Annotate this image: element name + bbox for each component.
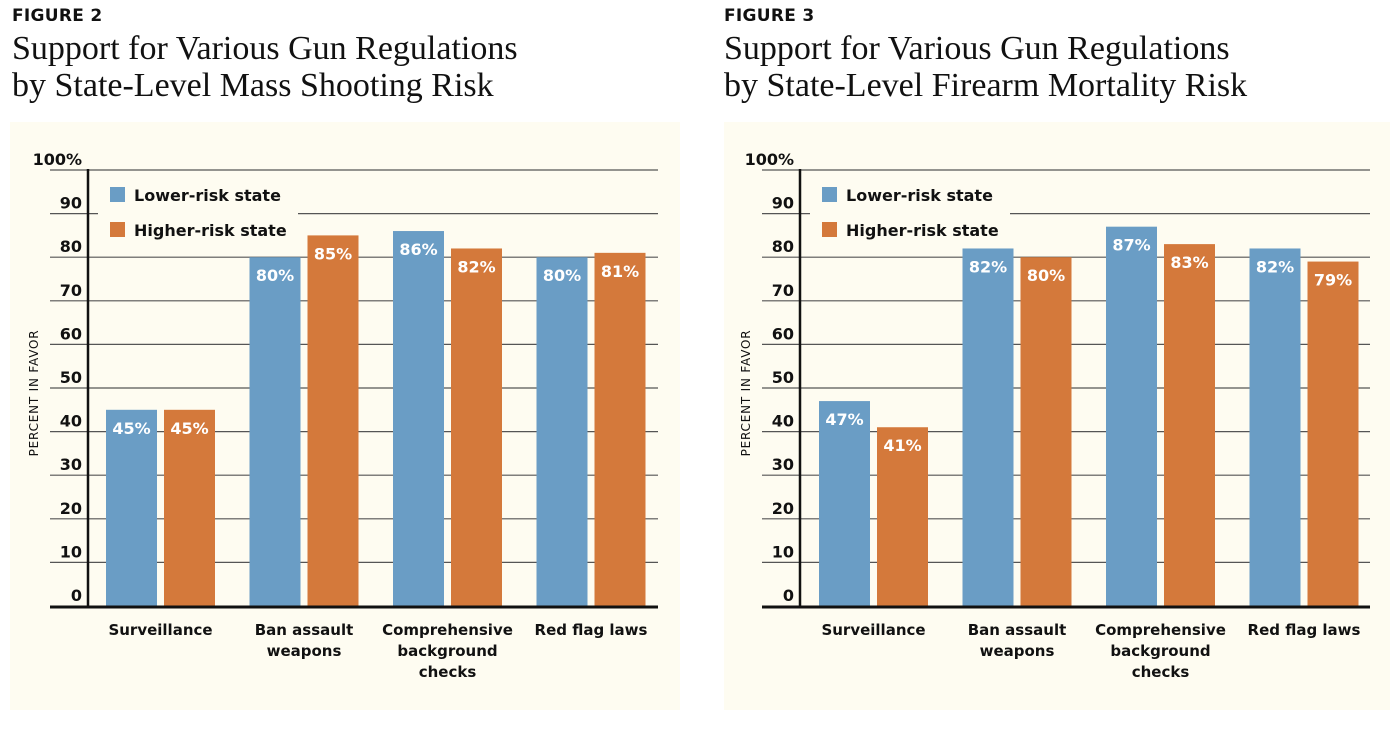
legend-label: Lower-risk state bbox=[134, 186, 281, 205]
bar-value-label: 81% bbox=[601, 262, 639, 281]
bar bbox=[962, 248, 1014, 607]
category-label: weapons bbox=[980, 642, 1055, 660]
bar bbox=[307, 235, 359, 606]
legend-swatch bbox=[822, 187, 837, 202]
y-tick-label: 70 bbox=[60, 281, 82, 300]
y-tick-label: 90 bbox=[772, 194, 794, 213]
bar-value-label: 45% bbox=[112, 419, 150, 438]
bar-value-label: 82% bbox=[969, 257, 1007, 276]
bar-value-label: 82% bbox=[457, 257, 495, 276]
bar-value-label: 80% bbox=[1027, 266, 1065, 285]
y-axis-label: PERCENT IN FAVOR bbox=[27, 330, 41, 457]
y-tick-label: 80 bbox=[60, 237, 82, 256]
category-label: weapons bbox=[267, 642, 342, 660]
figure-2-title: Support for Various Gun Regulations by S… bbox=[12, 30, 518, 104]
bar bbox=[594, 252, 646, 606]
category-label: Surveillance bbox=[108, 621, 212, 639]
title-line: by State-Level Firearm Mortality Risk bbox=[724, 67, 1248, 104]
bar-value-label: 85% bbox=[314, 244, 352, 263]
bar-value-label: 83% bbox=[1170, 253, 1208, 272]
legend-background bbox=[810, 178, 1010, 244]
bar bbox=[164, 409, 215, 606]
figure-3-label: FIGURE 3 bbox=[724, 6, 815, 26]
bar-value-label: 80% bbox=[543, 266, 581, 285]
bar bbox=[1249, 248, 1301, 607]
legend-swatch bbox=[110, 187, 125, 202]
bar bbox=[106, 409, 157, 606]
legend-swatch bbox=[822, 222, 837, 237]
category-label: Surveillance bbox=[821, 621, 925, 639]
y-tick-label: 30 bbox=[772, 455, 794, 474]
bar-value-label: 41% bbox=[883, 436, 921, 455]
bar bbox=[1164, 244, 1215, 606]
legend-label: Higher-risk state bbox=[846, 221, 999, 240]
bar-value-label: 79% bbox=[1314, 271, 1352, 290]
y-tick-label: 40 bbox=[60, 412, 82, 431]
figure-2-label: FIGURE 2 bbox=[12, 6, 103, 26]
y-axis-label: PERCENT IN FAVOR bbox=[739, 330, 753, 457]
y-tick-label: 100% bbox=[745, 150, 794, 169]
y-tick-label: 40 bbox=[772, 412, 794, 431]
y-tick-label: 60 bbox=[772, 324, 794, 343]
category-label: checks bbox=[419, 663, 477, 681]
y-tick-label: 90 bbox=[60, 194, 82, 213]
y-tick-label: 70 bbox=[772, 281, 794, 300]
title-line: by State-Level Mass Shooting Risk bbox=[12, 67, 494, 104]
category-label: Ban assault bbox=[255, 621, 354, 639]
category-label: background bbox=[1110, 642, 1210, 660]
title-line: Support for Various Gun Regulations bbox=[12, 30, 518, 67]
legend-background bbox=[98, 178, 298, 244]
bar bbox=[877, 427, 928, 606]
bar bbox=[1106, 226, 1157, 606]
category-label: Comprehensive bbox=[1095, 621, 1226, 639]
bar-value-label: 87% bbox=[1112, 236, 1150, 255]
bar bbox=[1307, 261, 1359, 606]
bar-value-label: 80% bbox=[256, 266, 294, 285]
category-label: checks bbox=[1132, 663, 1190, 681]
y-tick-label: 50 bbox=[60, 368, 82, 387]
bar-value-label: 47% bbox=[825, 410, 863, 429]
category-label: Red flag laws bbox=[1248, 621, 1361, 639]
legend-label: Higher-risk state bbox=[134, 221, 287, 240]
figure-3-title: Support for Various Gun Regulations by S… bbox=[724, 30, 1247, 104]
category-label: Ban assault bbox=[968, 621, 1067, 639]
bar bbox=[536, 257, 588, 606]
bar bbox=[451, 248, 502, 607]
category-label: background bbox=[397, 642, 497, 660]
category-label: Comprehensive bbox=[382, 621, 513, 639]
bar-value-label: 82% bbox=[1256, 257, 1294, 276]
y-tick-label: 100% bbox=[33, 150, 82, 169]
bar bbox=[249, 257, 301, 606]
y-tick-label: 20 bbox=[60, 499, 82, 518]
y-tick-label: 10 bbox=[772, 542, 794, 561]
bar bbox=[393, 231, 444, 607]
bar-value-label: 86% bbox=[399, 240, 437, 259]
y-tick-label: 50 bbox=[772, 368, 794, 387]
y-tick-label: 30 bbox=[60, 455, 82, 474]
category-label: Red flag laws bbox=[535, 621, 648, 639]
legend-swatch bbox=[110, 222, 125, 237]
title-line: Support for Various Gun Regulations bbox=[724, 30, 1230, 67]
y-tick-label: 0 bbox=[783, 586, 794, 605]
bar-value-label: 45% bbox=[170, 419, 208, 438]
y-tick-label: 10 bbox=[60, 542, 82, 561]
y-tick-label: 80 bbox=[772, 237, 794, 256]
y-tick-label: 0 bbox=[71, 586, 82, 605]
legend-label: Lower-risk state bbox=[846, 186, 993, 205]
bar bbox=[819, 401, 870, 606]
y-tick-label: 20 bbox=[772, 499, 794, 518]
y-tick-label: 60 bbox=[60, 324, 82, 343]
bar bbox=[1020, 257, 1072, 606]
